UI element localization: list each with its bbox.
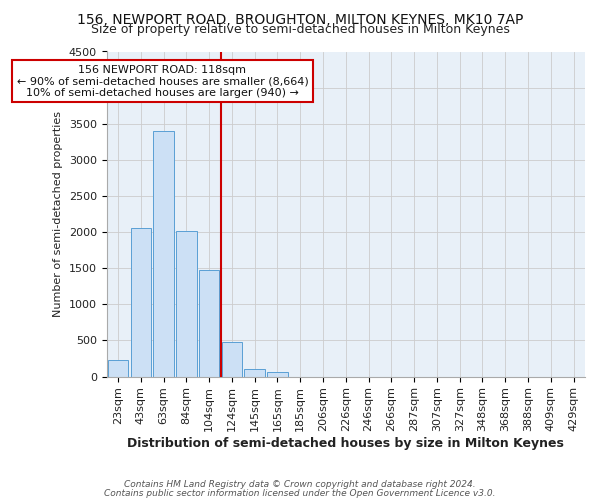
Bar bbox=[154, 131, 174, 376]
Text: Size of property relative to semi-detached houses in Milton Keynes: Size of property relative to semi-detach… bbox=[91, 22, 509, 36]
Bar bbox=[108, 360, 128, 376]
Bar bbox=[199, 270, 220, 376]
Bar bbox=[221, 342, 242, 376]
Bar bbox=[176, 230, 197, 376]
Text: 156 NEWPORT ROAD: 118sqm
← 90% of semi-detached houses are smaller (8,664)
10% o: 156 NEWPORT ROAD: 118sqm ← 90% of semi-d… bbox=[17, 64, 308, 98]
Text: 156, NEWPORT ROAD, BROUGHTON, MILTON KEYNES, MK10 7AP: 156, NEWPORT ROAD, BROUGHTON, MILTON KEY… bbox=[77, 12, 523, 26]
Bar bbox=[244, 370, 265, 376]
X-axis label: Distribution of semi-detached houses by size in Milton Keynes: Distribution of semi-detached houses by … bbox=[127, 437, 564, 450]
Y-axis label: Number of semi-detached properties: Number of semi-detached properties bbox=[53, 111, 63, 317]
Text: Contains public sector information licensed under the Open Government Licence v3: Contains public sector information licen… bbox=[104, 488, 496, 498]
Text: Contains HM Land Registry data © Crown copyright and database right 2024.: Contains HM Land Registry data © Crown c… bbox=[124, 480, 476, 489]
Bar bbox=[267, 372, 288, 376]
Bar bbox=[131, 228, 151, 376]
